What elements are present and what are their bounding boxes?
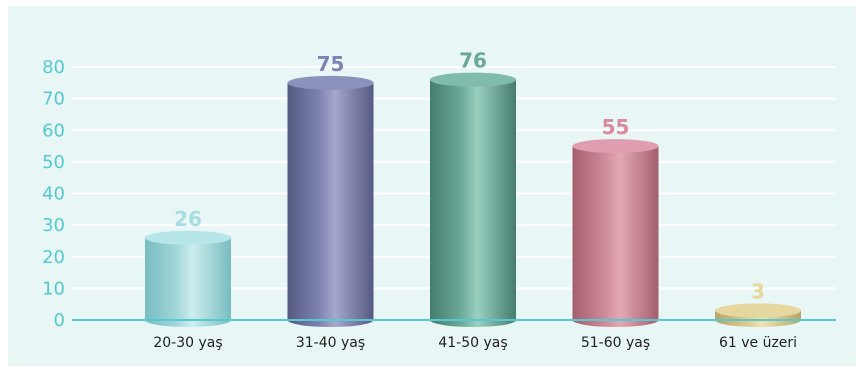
data-label: 26	[174, 207, 202, 231]
x-tick-label: 51-60 yaş	[581, 335, 650, 351]
bar-body	[572, 146, 659, 327]
bars	[145, 72, 801, 328]
y-tick-label: 50	[42, 152, 65, 173]
data-label: 3	[751, 280, 765, 304]
bar-body	[145, 237, 231, 327]
bar-top	[430, 72, 516, 87]
chart-frame: 0 10 20 30 40 50 60 70 80 20-30 yaş 31-40 yaş 41-5…	[8, 6, 856, 366]
bar-5	[715, 303, 801, 327]
x-tick-label: 61 ve üzeri	[719, 335, 797, 351]
x-tick-label: 31-40 yaş	[296, 335, 365, 351]
x-tick-label: 41-50 yaş	[438, 335, 507, 351]
bar-chart: 0 10 20 30 40 50 60 70 80 20-30 yaş 31-40 yaş 41-5…	[42, 49, 836, 351]
bar-top	[145, 230, 231, 245]
y-tick-label: 40	[42, 184, 65, 205]
bar-4	[572, 139, 659, 327]
data-labels: 26 75 76 55 3	[174, 49, 765, 304]
x-axis-ticks: 20-30 yaş 31-40 yaş 41-50 yaş 51-60 yaş 61 v…	[153, 335, 797, 351]
y-tick-label: 10	[42, 278, 65, 299]
bar-top	[715, 303, 801, 318]
y-tick-label: 20	[42, 247, 65, 268]
data-label: 76	[459, 49, 487, 73]
bar-body	[430, 79, 516, 328]
x-tick-label: 20-30 yaş	[153, 335, 222, 351]
y-tick-label: 80	[42, 57, 65, 78]
bar-2	[287, 75, 374, 327]
y-tick-label: 70	[42, 89, 65, 110]
y-tick-label: 60	[42, 120, 65, 141]
bar-top	[287, 75, 374, 90]
y-tick-label: 0	[54, 310, 65, 331]
data-label: 55	[602, 115, 630, 139]
bar-1	[145, 230, 231, 327]
bar-3	[430, 72, 516, 328]
bar-body	[287, 82, 374, 327]
bar-top	[572, 139, 659, 154]
y-axis-ticks: 0 10 20 30 40 50 60 70 80	[42, 57, 65, 331]
y-tick-label: 30	[42, 215, 65, 236]
data-label: 75	[317, 52, 345, 76]
